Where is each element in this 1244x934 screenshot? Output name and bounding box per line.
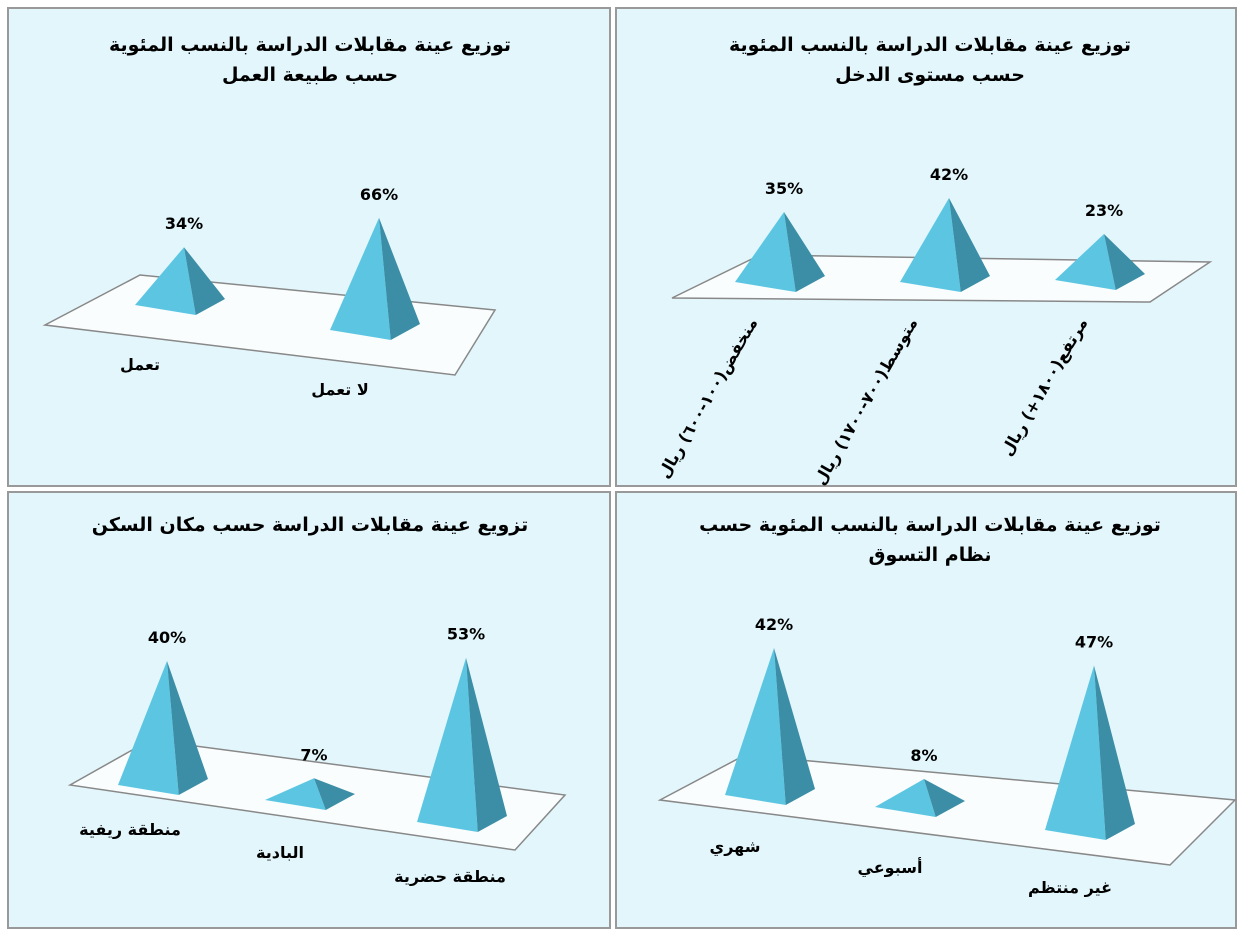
pyramid — [735, 212, 825, 292]
pyramid-side — [1094, 665, 1135, 840]
category-label: شهري — [710, 837, 761, 857]
pyramid — [900, 198, 990, 292]
pyramid — [417, 657, 507, 832]
value-label: 42% — [755, 615, 793, 634]
category-label: تعمل — [120, 355, 160, 374]
chart-title: توزيع عينة مقابلات الدراسة بالنسب المئوي… — [699, 514, 1161, 566]
value-label: 40% — [148, 628, 186, 647]
value-label: 35% — [765, 179, 803, 198]
pyramid-side — [1104, 234, 1145, 290]
pyramid-side — [167, 661, 208, 795]
value-label: 23% — [1085, 201, 1123, 220]
pyramid-side — [774, 648, 815, 805]
chart-title: تزويع عينة مقابلات الدراسة حسب مكان السك… — [91, 514, 529, 536]
pyramid — [875, 779, 965, 817]
pyramid-front — [118, 661, 179, 795]
value-label: 66% — [360, 185, 398, 204]
pyramid-side — [924, 779, 965, 817]
category-label: لا تعمل — [311, 380, 369, 399]
category-label: غير منتظم — [1028, 878, 1112, 897]
pyramid-front — [875, 779, 936, 817]
category-label: منطقة حضرية — [394, 867, 506, 886]
pyramid-front — [725, 648, 786, 805]
pyramid-front — [1045, 665, 1106, 840]
value-label: 53% — [447, 625, 485, 644]
pyramid-front — [900, 198, 961, 292]
panel — [7, 7, 611, 487]
category-label: البادية — [256, 843, 304, 862]
chart-title: توزيع عينة مقابلات الدراسة بالنسب المئوي… — [108, 34, 511, 86]
pyramid-side — [184, 247, 225, 315]
pyramid-front — [265, 778, 326, 810]
pyramid-side — [784, 212, 825, 292]
pyramid-side — [466, 657, 507, 832]
value-label: 42% — [930, 165, 968, 184]
pyramid-front — [135, 247, 196, 315]
pyramid — [135, 247, 225, 315]
pyramid-side — [314, 778, 355, 810]
value-label: 34% — [165, 214, 203, 233]
value-label: 7% — [300, 745, 327, 764]
value-label: 8% — [910, 746, 937, 765]
category-label: منطقة ريفية — [79, 820, 181, 839]
pyramid-front — [330, 217, 391, 340]
pyramid — [725, 648, 815, 805]
category-label: أسبوعي — [858, 857, 923, 878]
pyramid — [330, 217, 420, 340]
pyramid — [1055, 234, 1145, 290]
pyramid-front — [735, 212, 796, 292]
pyramid-side — [379, 217, 420, 340]
pyramid-front — [417, 657, 478, 832]
chart-title: توزيع عينة مقابلات الدراسة بالنسب المئوي… — [728, 34, 1131, 86]
pyramid — [118, 661, 208, 795]
pyramid — [1045, 665, 1135, 840]
pyramid-front — [1055, 234, 1116, 290]
panel — [7, 491, 611, 929]
pyramid — [265, 778, 355, 810]
pyramid-side — [949, 198, 990, 292]
value-label: 47% — [1075, 633, 1113, 652]
